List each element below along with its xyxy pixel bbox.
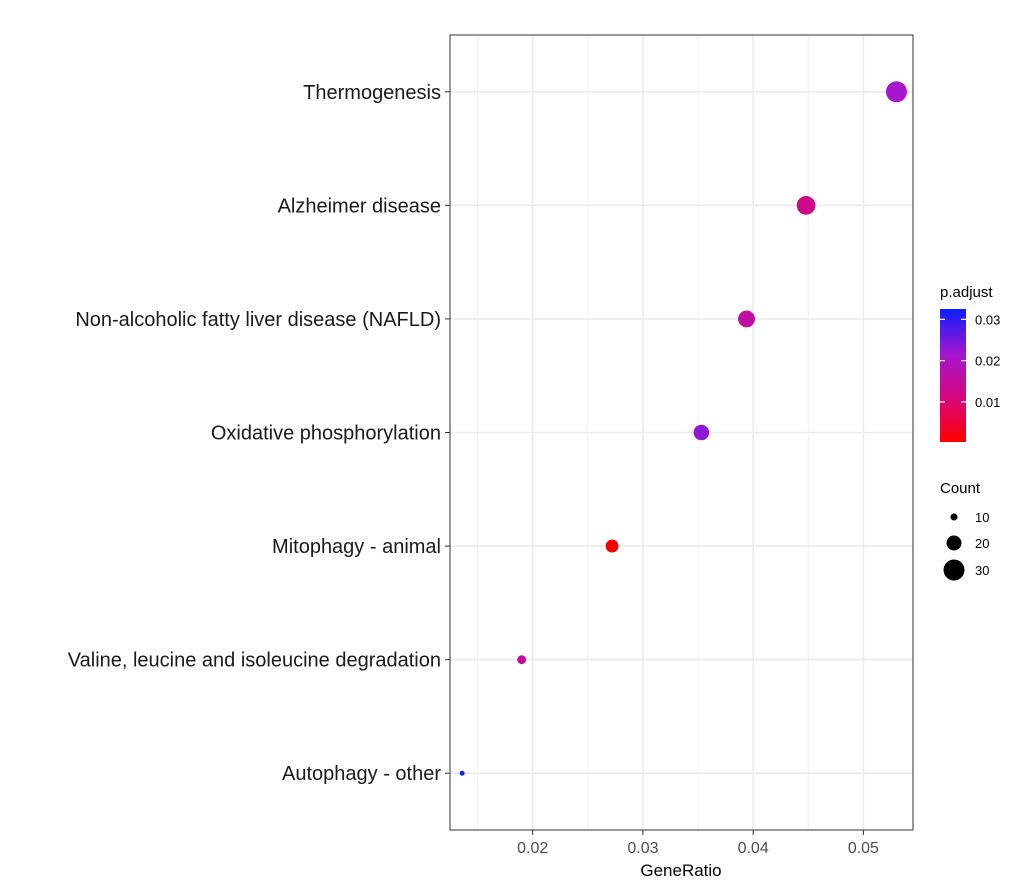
grid <box>450 35 913 830</box>
color-legend-label: 0.02 <box>975 354 1000 369</box>
size-legend-label: 30 <box>975 563 989 578</box>
data-point <box>885 81 907 103</box>
data-point <box>459 770 465 776</box>
y-tick-label: Oxidative phosphorylation <box>211 423 441 445</box>
x-tick-label: 0.02 <box>517 840 548 857</box>
size-legend-label: 10 <box>975 510 989 525</box>
x-tick-label: 0.04 <box>738 840 769 857</box>
x-axis-title: GeneRatio <box>640 861 721 880</box>
size-legend-dot <box>950 513 958 521</box>
y-tick-label: Autophagy - other <box>282 763 441 785</box>
x-tick-label: 0.03 <box>627 840 658 857</box>
color-legend-label: 0.01 <box>975 395 1000 410</box>
color-legend-title: p.adjust <box>940 284 993 301</box>
y-tick-label: Mitophagy - animal <box>272 536 441 558</box>
data-points <box>459 81 907 776</box>
y-tick-label: Alzheimer disease <box>278 195 441 217</box>
size-legend-dot <box>946 535 962 551</box>
size-legend-title: Count <box>940 480 981 497</box>
size-legend: Count 10 20 30 <box>940 480 989 581</box>
x-axis: 0.02 0.03 0.04 0.05 <box>517 830 879 857</box>
data-point <box>693 424 710 441</box>
size-legend-label: 20 <box>975 536 989 551</box>
y-tick-label: Non-alcoholic fatty liver disease (NAFLD… <box>75 309 441 331</box>
color-legend-bar <box>940 309 966 442</box>
color-legend: p.adjust 0.01 0.02 0.03 <box>940 284 1000 442</box>
y-tick-label: Thermogenesis <box>303 82 441 104</box>
data-point <box>517 655 527 665</box>
x-tick-label: 0.05 <box>848 840 879 857</box>
data-point <box>738 310 755 328</box>
data-point <box>605 539 619 553</box>
data-point <box>796 195 816 215</box>
y-tick-label: Valine, leucine and isoleucine degradati… <box>68 650 441 672</box>
y-axis: Thermogenesis Alzheimer disease Non-alcoho… <box>68 82 450 785</box>
size-legend-dot <box>943 559 965 581</box>
color-legend-label: 0.03 <box>975 312 1000 327</box>
